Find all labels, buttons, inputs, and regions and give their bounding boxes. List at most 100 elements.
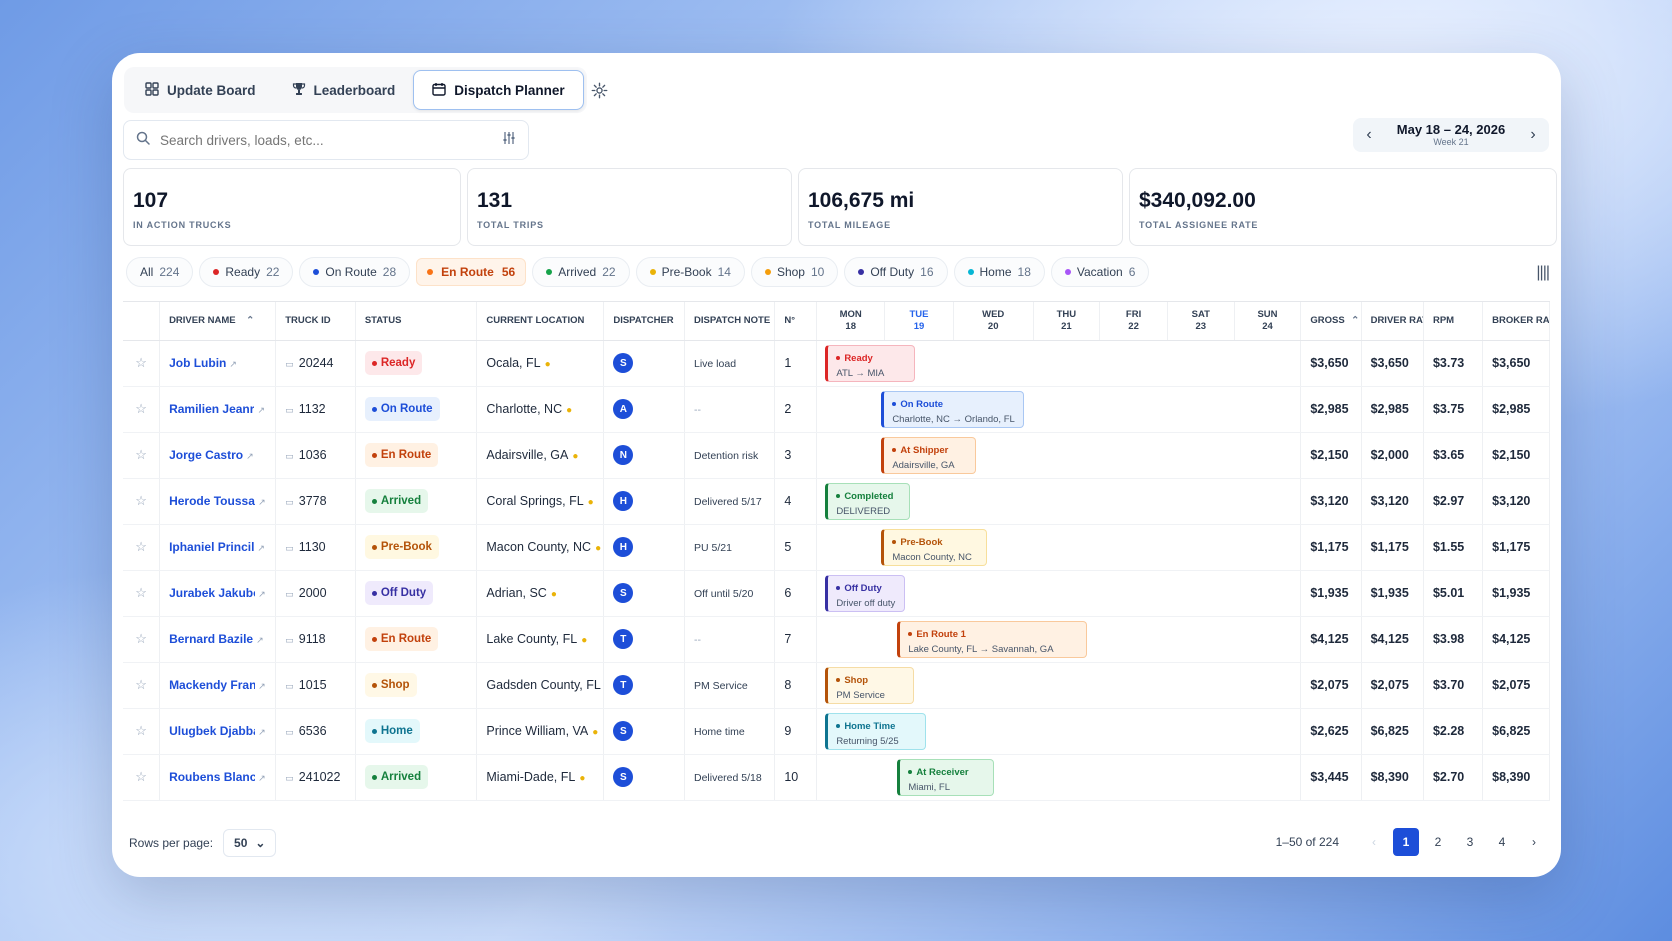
column-driver-rate[interactable]: DRIVER RATE bbox=[1361, 302, 1424, 341]
column-gross[interactable]: GROSS ⌃ bbox=[1300, 302, 1362, 341]
status-badge[interactable]: On Route bbox=[364, 397, 440, 421]
schedule-event[interactable]: Completed DELIVERED bbox=[825, 482, 911, 520]
dispatcher-avatar[interactable]: T bbox=[613, 629, 634, 649]
status-badge[interactable]: Ready bbox=[364, 351, 423, 375]
external-link-icon[interactable]: ↗ bbox=[257, 542, 265, 553]
page-button-3[interactable]: 3 bbox=[1466, 835, 1474, 849]
dispatcher-avatar[interactable]: S bbox=[613, 767, 634, 787]
external-link-icon[interactable]: ↗ bbox=[258, 496, 266, 507]
schedule-event[interactable]: Off Duty Driver off duty bbox=[825, 574, 906, 612]
filter-chip-home[interactable]: Home 18 bbox=[953, 257, 1045, 287]
map-pin-icon[interactable]: ● bbox=[566, 405, 573, 416]
chevron-left-icon[interactable]: ‹ bbox=[1366, 126, 1372, 143]
dispatcher-avatar[interactable]: N bbox=[613, 445, 634, 465]
driver-name-link[interactable]: Ramilien Jeanr bbox=[169, 402, 255, 417]
schedule-event[interactable]: On Route Charlotte, NC → Orlando, FL bbox=[881, 390, 1025, 428]
driver-name-link[interactable]: Herode Toussaint bbox=[169, 494, 255, 509]
status-badge[interactable]: Pre-Book bbox=[364, 535, 439, 559]
external-link-icon[interactable]: ↗ bbox=[258, 726, 266, 737]
filter-chip-en-route[interactable]: En Route 56 bbox=[416, 258, 527, 286]
map-pin-icon[interactable]: ● bbox=[579, 773, 586, 784]
column-broker-rate[interactable]: BROKER RATE bbox=[1482, 302, 1550, 341]
driver-name-link[interactable]: Mackendy Francoi bbox=[169, 678, 255, 693]
column-number[interactable]: N° bbox=[774, 302, 818, 341]
driver-name-link[interactable]: Jorge Castro bbox=[169, 448, 244, 463]
dispatcher-avatar[interactable]: H bbox=[613, 537, 634, 557]
external-link-icon[interactable]: ↗ bbox=[256, 634, 264, 645]
status-badge[interactable]: Shop bbox=[364, 673, 417, 697]
map-pin-icon[interactable]: ● bbox=[544, 359, 551, 370]
rows-per-page-select[interactable]: 50 ⌄ bbox=[223, 829, 277, 857]
column-truck-id[interactable]: TRUCK ID bbox=[275, 302, 356, 341]
tab-dispatch-planner[interactable]: Dispatch Planner bbox=[413, 70, 584, 110]
sort-up-icon[interactable]: ⌃ bbox=[246, 315, 255, 327]
chevron-left-icon[interactable]: ‹ bbox=[1372, 835, 1376, 849]
schedule-event[interactable]: Ready ATL → MIA bbox=[825, 344, 916, 382]
star-icon[interactable]: ☆ bbox=[123, 570, 161, 617]
star-icon[interactable]: ☆ bbox=[123, 432, 161, 479]
star-icon[interactable]: ☆ bbox=[123, 754, 161, 801]
star-icon[interactable]: ☆ bbox=[123, 340, 161, 387]
driver-name-link[interactable]: Ulugbek Djabbarov bbox=[169, 724, 255, 739]
column-dispatch-note[interactable]: DISPATCH NOTE bbox=[684, 302, 776, 341]
sort-up-icon[interactable]: ⌃ bbox=[1351, 315, 1360, 327]
map-pin-icon[interactable]: ● bbox=[550, 589, 557, 600]
map-pin-icon[interactable]: ● bbox=[592, 727, 599, 738]
external-link-icon[interactable]: ↗ bbox=[258, 772, 266, 783]
filter-chip-on-route[interactable]: On Route 28 bbox=[299, 257, 411, 287]
dispatcher-avatar[interactable]: S bbox=[613, 583, 634, 603]
table-row[interactable]: ☆ Roubens Blanc ↗ ▭ 241022 Arrived Miami-Dade,… bbox=[123, 754, 1550, 801]
filter-sliders-icon[interactable] bbox=[502, 131, 516, 150]
dispatcher-avatar[interactable]: A bbox=[613, 399, 634, 419]
filter-chip-all[interactable]: All 224 bbox=[126, 257, 194, 287]
filter-chip-vacation[interactable]: Vacation 6 bbox=[1050, 257, 1150, 287]
star-icon[interactable]: ☆ bbox=[123, 524, 161, 571]
external-link-icon[interactable]: ↗ bbox=[257, 404, 265, 415]
gear-icon[interactable] bbox=[588, 79, 610, 101]
map-pin-icon[interactable]: ● bbox=[572, 451, 579, 462]
schedule-event[interactable]: Home Time Returning 5/25 bbox=[825, 712, 927, 750]
star-icon[interactable]: ☆ bbox=[123, 616, 161, 663]
schedule-event[interactable]: Shop PM Service bbox=[825, 666, 915, 704]
filter-chip-shop[interactable]: Shop 10 bbox=[750, 257, 839, 287]
external-link-icon[interactable]: ↗ bbox=[258, 588, 266, 599]
chevron-right-icon[interactable]: › bbox=[1530, 126, 1536, 143]
driver-name-link[interactable]: Bernard Bazile bbox=[169, 632, 254, 647]
driver-name-link[interactable]: Job Lubin bbox=[169, 356, 227, 371]
table-row[interactable]: ☆ Iphaniel Princil ↗ ▭ 1130 Pre-Book Macon Cou… bbox=[123, 524, 1550, 571]
search-input[interactable] bbox=[160, 132, 492, 148]
table-row[interactable]: ☆ Jorge Castro ↗ ▭ 1036 En Route Adairsville, … bbox=[123, 432, 1550, 479]
column-status[interactable]: STATUS bbox=[355, 302, 478, 341]
schedule-event[interactable]: At Receiver Miami, FL bbox=[897, 758, 995, 796]
dispatcher-avatar[interactable]: S bbox=[613, 721, 634, 741]
external-link-icon[interactable]: ↗ bbox=[246, 450, 254, 461]
external-link-icon[interactable]: ↗ bbox=[229, 358, 237, 369]
column-dispatcher[interactable]: DISPATCHER bbox=[603, 302, 685, 341]
star-icon[interactable]: ☆ bbox=[123, 386, 161, 433]
schedule-event[interactable]: At Shipper Adairsville, GA bbox=[881, 436, 977, 474]
tab-leaderboard[interactable]: Leaderboard bbox=[274, 70, 414, 110]
dispatcher-avatar[interactable]: S bbox=[613, 353, 634, 373]
page-button-2[interactable]: 2 bbox=[1434, 835, 1442, 849]
external-link-icon[interactable]: ↗ bbox=[258, 680, 266, 691]
chevron-right-icon[interactable]: › bbox=[1532, 835, 1536, 849]
star-icon[interactable]: ☆ bbox=[123, 708, 161, 755]
tab-update-board[interactable]: Update Board bbox=[127, 70, 274, 110]
status-badge[interactable]: Home bbox=[364, 719, 420, 743]
table-row[interactable]: ☆ Ramilien Jeanr ↗ ▭ 1132 On Route Charlotte, … bbox=[123, 386, 1550, 433]
page-button-1[interactable]: 1 bbox=[1393, 828, 1419, 856]
star-icon[interactable]: ☆ bbox=[123, 662, 161, 709]
filter-chip-arrived[interactable]: Arrived 22 bbox=[532, 257, 630, 287]
columns-icon[interactable]: |||| bbox=[1536, 264, 1550, 281]
star-icon[interactable]: ☆ bbox=[123, 478, 161, 525]
map-pin-icon[interactable]: ● bbox=[595, 543, 602, 554]
dispatcher-avatar[interactable]: T bbox=[613, 675, 634, 695]
column-current-location[interactable]: CURRENT LOCATION bbox=[476, 302, 605, 341]
driver-name-link[interactable]: Iphaniel Princil bbox=[169, 540, 255, 555]
driver-name-link[interactable]: Roubens Blanc bbox=[169, 770, 256, 785]
column-rpm[interactable]: RPM bbox=[1423, 302, 1484, 341]
